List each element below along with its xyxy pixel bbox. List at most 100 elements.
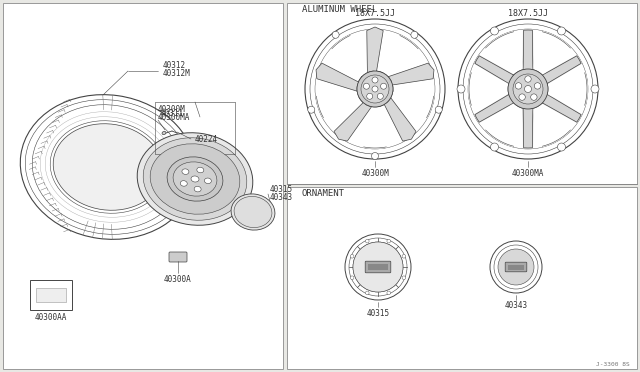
Circle shape [387,291,390,295]
Ellipse shape [173,162,217,196]
Circle shape [305,19,445,159]
Circle shape [353,242,403,292]
Polygon shape [316,91,359,118]
Ellipse shape [150,144,240,214]
Ellipse shape [194,186,201,192]
Circle shape [402,254,406,258]
Polygon shape [533,32,570,75]
Circle shape [557,143,566,151]
Circle shape [364,83,369,89]
Ellipse shape [234,196,272,228]
Polygon shape [391,91,433,118]
Polygon shape [486,32,523,75]
Ellipse shape [162,131,166,135]
Polygon shape [475,56,514,83]
Ellipse shape [143,138,247,220]
Polygon shape [367,27,383,73]
Polygon shape [533,103,570,146]
FancyBboxPatch shape [365,261,391,273]
Circle shape [378,93,383,99]
Text: 40343: 40343 [270,192,293,202]
Circle shape [308,106,315,113]
Polygon shape [523,30,533,70]
Bar [30,280,72,310]
Circle shape [402,276,406,279]
Circle shape [316,30,434,148]
Circle shape [490,241,542,293]
Circle shape [591,85,599,93]
Circle shape [350,276,354,279]
Polygon shape [469,73,509,105]
Circle shape [513,74,543,104]
Polygon shape [364,107,387,148]
Circle shape [531,94,537,100]
Polygon shape [547,73,587,105]
Text: 40315: 40315 [270,185,293,193]
Text: 40300AA: 40300AA [35,314,67,323]
Bar [287,3,637,184]
Circle shape [332,31,339,38]
Circle shape [458,19,598,159]
Polygon shape [316,63,362,91]
Polygon shape [334,98,372,141]
Polygon shape [486,103,523,146]
Circle shape [365,239,369,243]
Circle shape [469,30,587,148]
Circle shape [534,83,541,89]
Polygon shape [475,94,514,122]
Ellipse shape [180,181,188,186]
Circle shape [525,76,531,82]
Polygon shape [383,36,418,77]
Text: 40224: 40224 [195,135,218,144]
Bar [287,187,637,369]
FancyBboxPatch shape [169,252,187,262]
Polygon shape [523,108,533,148]
Bar [3,3,283,369]
Ellipse shape [182,169,189,174]
Circle shape [371,153,378,160]
Polygon shape [378,98,416,141]
Text: 40315: 40315 [367,308,390,317]
Circle shape [372,86,378,92]
Circle shape [367,93,372,99]
Circle shape [381,83,387,89]
Text: 40311: 40311 [161,109,184,119]
Circle shape [345,234,411,300]
Text: 40300M: 40300M [158,105,186,113]
Text: ORNAMENT: ORNAMENT [302,189,345,199]
Text: 40300MA: 40300MA [158,112,190,122]
Ellipse shape [53,124,163,210]
Circle shape [490,143,499,151]
Circle shape [350,254,354,258]
Ellipse shape [167,157,223,201]
Circle shape [519,94,525,100]
Text: 40312M: 40312M [163,70,191,78]
Bar [36,288,66,302]
Text: 18X7.5JJ: 18X7.5JJ [508,10,548,19]
Circle shape [457,85,465,93]
Bar [368,264,388,270]
Polygon shape [542,94,581,122]
Circle shape [361,75,389,103]
Circle shape [525,86,531,93]
Circle shape [411,31,418,38]
Text: 40300M: 40300M [361,169,389,177]
Polygon shape [542,56,581,83]
Ellipse shape [231,194,275,230]
Polygon shape [388,63,434,91]
Text: J-3300 8S: J-3300 8S [596,362,630,366]
Text: 18X7.5JJ: 18X7.5JJ [355,10,395,19]
Circle shape [490,27,499,35]
Text: NISSAN: NISSAN [509,265,523,269]
Text: NISSAN: NISSAN [371,265,385,269]
Ellipse shape [191,176,199,182]
Polygon shape [332,36,367,77]
Text: 40300A: 40300A [164,275,192,283]
Text: 40312: 40312 [163,61,186,71]
Bar [508,264,524,269]
Circle shape [365,291,369,295]
Ellipse shape [197,167,204,173]
Circle shape [372,77,378,83]
Ellipse shape [137,133,253,225]
Circle shape [353,242,403,292]
